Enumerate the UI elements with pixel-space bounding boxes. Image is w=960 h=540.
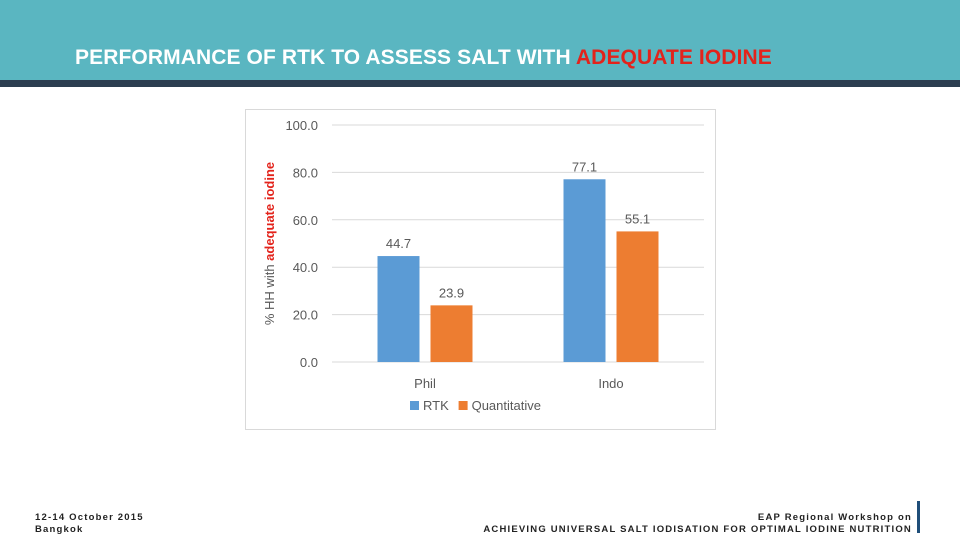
footer-place: Bangkok — [35, 524, 84, 535]
y-tick-label: 0.0 — [300, 355, 318, 370]
bar-quantitative-phil — [430, 305, 473, 362]
legend-swatch-rtk — [410, 401, 419, 410]
footer-accent-bar — [917, 501, 920, 533]
bar-quantitative-indo — [616, 231, 659, 362]
x-tick-label: Indo — [598, 376, 623, 391]
footer-date-place: 12-14 October 2015 Bangkok — [35, 512, 144, 536]
footer-event-name: EAP Regional Workshop on — [757, 512, 912, 523]
chart-container: 0.0 20.0 40.0 60.0 80.0 100.0 % HH with adequa… — [245, 109, 716, 430]
footer-event: EAP Regional Workshop on ACHIEVING UNIVE… — [483, 512, 912, 536]
y-tick-label: 40.0 — [293, 260, 318, 275]
data-label: 77.1 — [572, 159, 597, 174]
page-title: PERFORMANCE OF RTK TO ASSESS SALT WITH A… — [75, 46, 772, 70]
y-tick-label: 100.0 — [285, 118, 318, 133]
bar-rtk-indo — [563, 179, 606, 362]
y-axis-label: % HH with adequate iodine — [262, 162, 277, 325]
y-axis-label-prefix: % HH with — [262, 261, 277, 325]
footer-date: 12-14 October 2015 — [35, 512, 144, 523]
footer-event-title: ACHIEVING UNIVERSAL SALT IODISATION FOR … — [483, 524, 912, 535]
data-label: 23.9 — [439, 285, 464, 300]
legend-label-quantitative: Quantitative — [472, 398, 541, 413]
legend-label-rtk: RTK — [423, 398, 449, 413]
header-divider — [0, 80, 960, 87]
y-tick-label: 60.0 — [293, 213, 318, 228]
bar-rtk-phil — [377, 256, 420, 362]
bar-chart: 0.0 20.0 40.0 60.0 80.0 100.0 % HH with adequa… — [262, 118, 704, 413]
y-axis-label-highlight: adequate iodine — [262, 162, 277, 261]
title-main-text: PERFORMANCE OF RTK TO ASSESS SALT WITH — [75, 46, 576, 69]
data-label: 44.7 — [386, 236, 411, 251]
header-bar — [0, 0, 960, 80]
x-tick-label: Phil — [414, 376, 436, 391]
y-tick-label: 20.0 — [293, 308, 318, 323]
title-highlight-text: ADEQUATE IODINE — [575, 46, 772, 69]
y-tick-label: 80.0 — [293, 165, 318, 180]
data-label: 55.1 — [625, 211, 650, 226]
legend-swatch-quantitative — [458, 401, 468, 410]
